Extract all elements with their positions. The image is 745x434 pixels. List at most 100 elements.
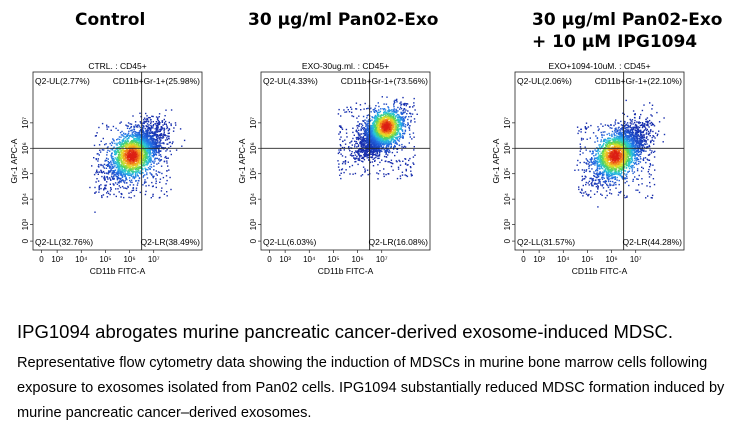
event-dot (146, 133, 149, 135)
event-dot (146, 144, 149, 146)
event-dot (134, 140, 136, 143)
event-dot (123, 145, 125, 148)
event-dot (385, 139, 387, 141)
event-dot (375, 110, 378, 112)
event-dot (149, 141, 152, 143)
flow-plot-control: CTRL. : CD45+ Q2-UL(2.77%) CD11b+Gr-1+(25.… (8, 60, 208, 286)
event-dot (373, 133, 376, 136)
event-dot (150, 125, 153, 128)
event-dot (340, 172, 342, 174)
event-dot (136, 174, 138, 176)
event-dot (147, 169, 149, 171)
event-dot (129, 181, 132, 183)
event-dot (398, 140, 400, 142)
event-dot (140, 162, 142, 165)
event-dot (403, 122, 405, 125)
event-dot (344, 139, 346, 141)
event-dot (152, 149, 154, 152)
event-dot (122, 165, 124, 167)
event-dot (155, 148, 157, 150)
event-dot (375, 137, 377, 139)
event-dot (146, 154, 148, 156)
event-dot (403, 118, 405, 120)
event-dot (373, 124, 376, 127)
event-dot (367, 114, 370, 116)
event-dot (117, 171, 119, 173)
event-dot (121, 141, 123, 143)
event-dot (179, 128, 182, 130)
event-dot (166, 126, 169, 128)
event-dot (112, 139, 115, 141)
event-dot (360, 128, 363, 131)
event-dot (139, 166, 142, 168)
event-dot (152, 193, 154, 196)
event-dot (107, 149, 109, 152)
event-dot (100, 171, 102, 173)
event-dot (349, 166, 351, 168)
event-dot (138, 166, 141, 169)
event-dot (140, 134, 142, 136)
event-dot (351, 115, 353, 117)
event-dot (401, 149, 403, 151)
event-dot (147, 142, 149, 145)
event-dot (155, 178, 157, 180)
event-dot (395, 126, 398, 128)
event-dot (159, 145, 161, 147)
event-dot (95, 181, 97, 183)
event-dot (143, 141, 145, 144)
event-dot (133, 125, 135, 128)
event-dot (142, 131, 144, 134)
event-dot (106, 181, 108, 183)
event-dot (126, 164, 129, 167)
event-dot (344, 160, 347, 162)
event-dot (385, 156, 387, 158)
event-dot (128, 170, 131, 173)
event-dot (137, 182, 139, 184)
event-dot (393, 100, 395, 102)
event-dot (150, 166, 153, 168)
event-dot (138, 177, 141, 179)
event-dot (130, 174, 132, 176)
event-dot (341, 155, 344, 157)
event-dot (362, 115, 365, 118)
event-dot (387, 135, 390, 137)
event-dot (116, 149, 119, 151)
event-dot (122, 142, 124, 145)
event-dot (363, 130, 366, 132)
event-dot (386, 137, 388, 139)
event-dot (130, 152, 133, 154)
event-dot (157, 135, 159, 137)
event-dot (396, 177, 399, 180)
event-dot (147, 163, 149, 165)
event-dot (366, 124, 368, 126)
event-dot (337, 113, 340, 115)
event-dot (383, 140, 385, 143)
event-dot (139, 157, 141, 159)
event-dot (124, 153, 127, 155)
event-dot (97, 180, 100, 182)
event-dot (115, 161, 117, 164)
event-dot (102, 137, 104, 140)
event-dot (387, 112, 389, 114)
event-dot (125, 124, 127, 126)
event-dot (151, 134, 154, 137)
event-dot (125, 150, 127, 152)
event-dot (138, 150, 140, 152)
event-dot (413, 102, 415, 104)
event-dot (390, 140, 392, 142)
event-dot (132, 184, 135, 186)
event-dot (380, 145, 382, 148)
event-dot (396, 98, 398, 101)
y-axis-label: Gr-1 APC-A (9, 138, 19, 183)
event-dot (145, 190, 147, 193)
event-dot (133, 130, 135, 133)
event-dot (123, 137, 125, 140)
event-dot (129, 127, 131, 130)
event-dot (378, 119, 380, 121)
event-dot (136, 136, 139, 139)
event-dot (151, 174, 153, 176)
event-dot (377, 141, 379, 143)
event-dot (394, 129, 396, 131)
event-dot (106, 159, 108, 162)
event-dot (387, 129, 390, 131)
